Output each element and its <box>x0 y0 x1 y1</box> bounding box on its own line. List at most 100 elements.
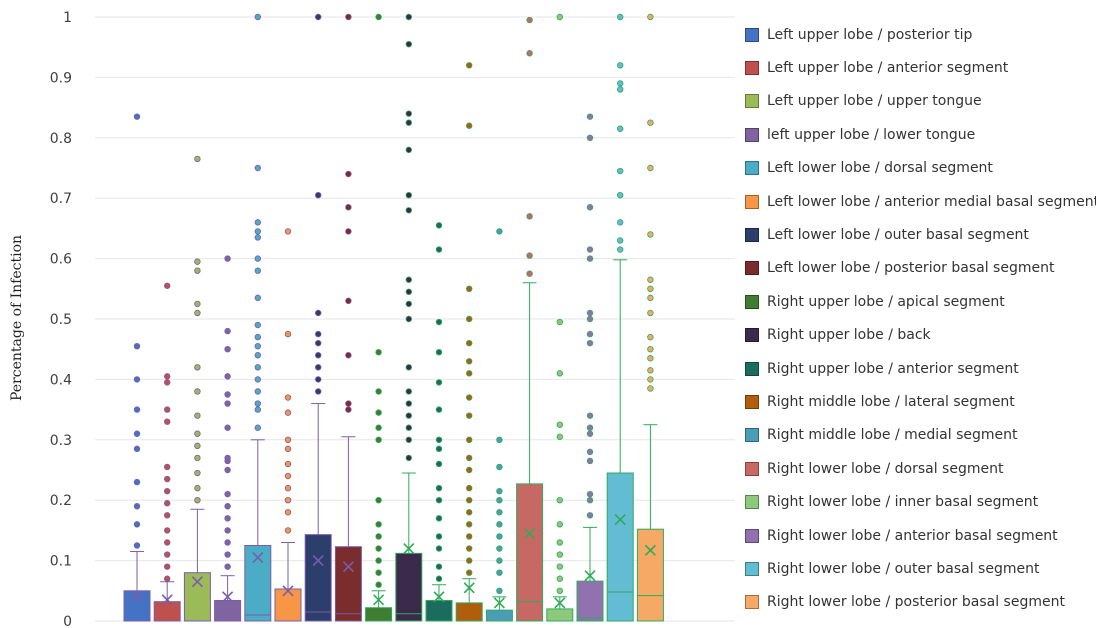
legend-swatch <box>745 94 759 109</box>
outlier-point <box>526 213 533 220</box>
outlier-point <box>284 497 292 504</box>
legend-item: Left upper lobe / anterior segment <box>745 51 1095 84</box>
outlier-point <box>345 297 352 305</box>
legend-item: Right upper lobe / apical segment <box>745 285 1095 318</box>
box <box>425 599 453 622</box>
outlier-point <box>556 539 563 546</box>
outlier-point <box>375 569 382 576</box>
outlier-point <box>405 207 412 214</box>
box-series-item <box>485 228 513 622</box>
outlier-point <box>375 388 382 395</box>
legend-label: Right upper lobe / back <box>767 327 931 344</box>
box <box>365 607 393 622</box>
outlier-point <box>405 315 412 323</box>
outlier-point <box>194 412 201 419</box>
outlier-point <box>466 454 473 462</box>
box-series-item <box>123 113 151 622</box>
box-series-item <box>455 62 483 622</box>
outlier-point <box>647 376 654 383</box>
mean-marker <box>584 570 596 582</box>
outlier-point <box>496 436 503 443</box>
box <box>214 599 242 622</box>
outlier-point <box>405 119 412 126</box>
legend-item: Left lower lobe / dorsal segment <box>745 152 1095 185</box>
outlier-point <box>466 466 473 474</box>
legend-item: Right upper lobe / anterior segment <box>745 352 1095 385</box>
mean-marker <box>373 594 385 606</box>
outlier-point <box>435 445 443 453</box>
outlier-point <box>405 412 412 419</box>
outlier-point <box>224 391 231 398</box>
outlier-point <box>224 551 231 558</box>
outlier-point <box>254 342 261 350</box>
outlier-point <box>163 563 171 570</box>
box-series-item <box>606 13 634 622</box>
outlier-point <box>647 164 654 172</box>
outlier-point <box>647 346 654 353</box>
mean-marker <box>161 594 173 606</box>
mean-marker <box>463 582 475 594</box>
outlier-point <box>586 315 594 323</box>
outlier-point <box>345 204 352 211</box>
y-tick-label: 0 <box>63 614 72 628</box>
outlier-point <box>435 484 443 492</box>
y-tick-label: 0.9 <box>50 70 72 86</box>
outlier-point <box>254 267 261 274</box>
outlier-point <box>586 309 594 317</box>
outlier-point <box>466 436 473 443</box>
outlier-point <box>224 327 231 335</box>
outlier-point <box>586 412 594 419</box>
outlier-point <box>194 430 201 437</box>
outlier-point <box>617 80 624 87</box>
outlier-point <box>496 569 503 576</box>
legend-label: Right lower lobe / anterior basal segmen… <box>767 527 1058 544</box>
outlier-point <box>254 164 261 172</box>
legend-label: Right lower lobe / posterior basal segme… <box>767 594 1065 611</box>
outlier-point <box>617 62 624 69</box>
outlier-point <box>375 13 382 21</box>
outlier-point <box>315 376 322 383</box>
outlier-point <box>254 333 261 341</box>
legend-item: Right middle lobe / lateral segment <box>745 385 1095 418</box>
legend-swatch <box>745 294 759 309</box>
legend-swatch <box>745 328 759 343</box>
outlier-point <box>586 457 594 465</box>
outlier-point <box>405 191 412 199</box>
box <box>304 534 332 622</box>
outlier-point <box>284 527 292 534</box>
outlier-point <box>254 234 261 241</box>
outlier-point <box>405 288 412 296</box>
outlier-point <box>254 13 261 21</box>
outlier-point <box>435 460 443 468</box>
mean-marker <box>524 527 536 539</box>
outlier-point <box>405 276 412 283</box>
outlier-point <box>133 478 141 486</box>
y-tick-label: 0.1 <box>50 554 72 570</box>
y-axis-label: Percentage of Infection <box>9 235 25 401</box>
legend-label: Left lower lobe / posterior basal segmen… <box>767 260 1055 277</box>
box <box>395 552 423 622</box>
legend-swatch <box>745 361 759 376</box>
outlier-point <box>284 330 292 338</box>
outlier-point <box>163 551 171 558</box>
outlier-point <box>435 497 443 504</box>
outlier-point <box>405 400 412 407</box>
outlier-point <box>405 110 412 117</box>
mean-marker <box>403 542 415 555</box>
box <box>274 588 302 622</box>
outlier-point <box>254 388 261 395</box>
box-series-item <box>395 13 423 622</box>
box-series-item <box>365 13 393 622</box>
outlier-point <box>617 219 624 226</box>
y-tick-label: 1 <box>63 10 72 26</box>
outlier-point <box>375 545 382 552</box>
outlier-point <box>194 484 201 492</box>
legend-label: Right lower lobe / inner basal segment <box>767 494 1039 511</box>
legend-item: Right lower lobe / posterior basal segme… <box>745 586 1095 619</box>
outlier-point <box>375 581 382 588</box>
outlier-point <box>224 503 231 510</box>
box <box>183 572 211 622</box>
legend-item: Left lower lobe / posterior basal segmen… <box>745 252 1095 285</box>
outlier-point <box>496 557 503 564</box>
legend-swatch <box>745 528 759 543</box>
